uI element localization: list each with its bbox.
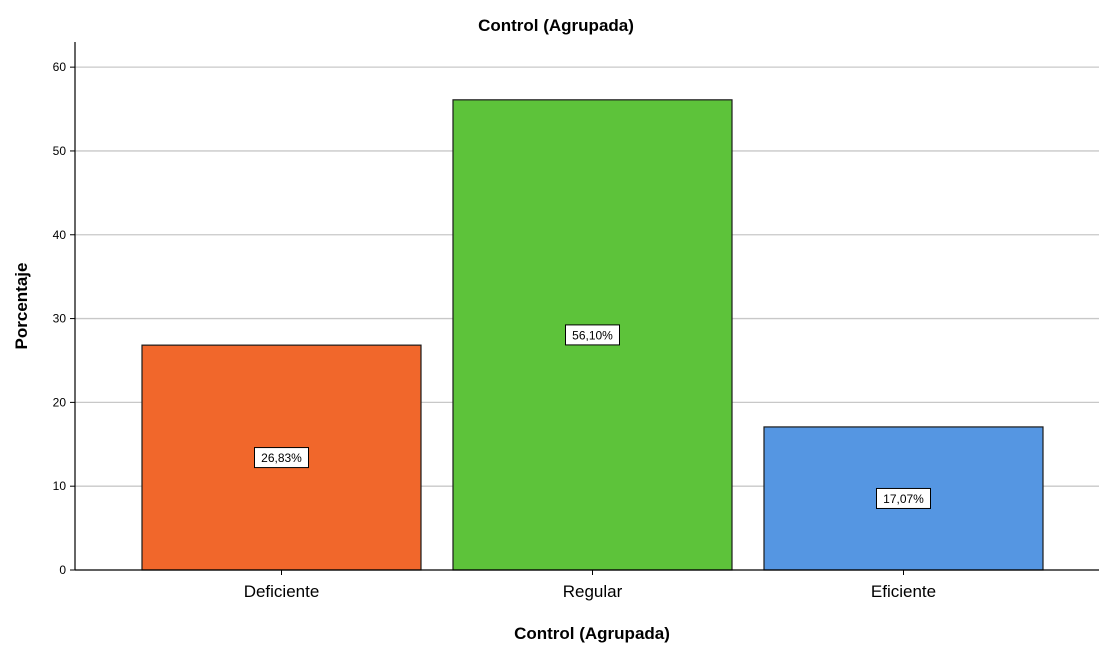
x-axis-label: Control (Agrupada) xyxy=(514,624,670,643)
x-tick-label: Eficiente xyxy=(871,582,936,601)
x-tick-label: Deficiente xyxy=(244,582,320,601)
y-tick-label: 50 xyxy=(53,144,67,158)
data-labels: 26,83% 56,10% 17,07% xyxy=(254,324,931,509)
y-tick-label: 60 xyxy=(53,60,67,74)
y-tick-label: 40 xyxy=(53,228,67,242)
chart-title: Control (Agrupada) xyxy=(478,16,634,35)
y-tick-label: 30 xyxy=(53,312,67,326)
y-tick-label: 20 xyxy=(53,395,67,409)
data-label-text: 26,83% xyxy=(261,451,302,465)
axes xyxy=(74,42,1099,571)
y-tick-label: 0 xyxy=(59,563,66,577)
data-label-box xyxy=(876,487,931,509)
y-tick-label: 10 xyxy=(53,479,67,493)
data-label-box xyxy=(565,324,620,346)
data-label-regular: 56,10% xyxy=(565,324,620,346)
x-axis-ticks: Deficiente Regular Eficiente xyxy=(244,570,936,601)
data-label-eficiente: 17,07% xyxy=(876,487,931,509)
data-label-box xyxy=(254,447,309,469)
x-tick-label: Regular xyxy=(563,582,623,601)
y-axis-ticks: 0 10 20 30 40 50 60 xyxy=(53,60,75,577)
data-label-text: 56,10% xyxy=(572,328,613,342)
bars xyxy=(141,99,1044,571)
data-label-text: 17,07% xyxy=(883,492,924,506)
data-label-deficiente: 26,83% xyxy=(254,447,309,469)
y-axis-label: Porcentaje xyxy=(12,263,31,350)
